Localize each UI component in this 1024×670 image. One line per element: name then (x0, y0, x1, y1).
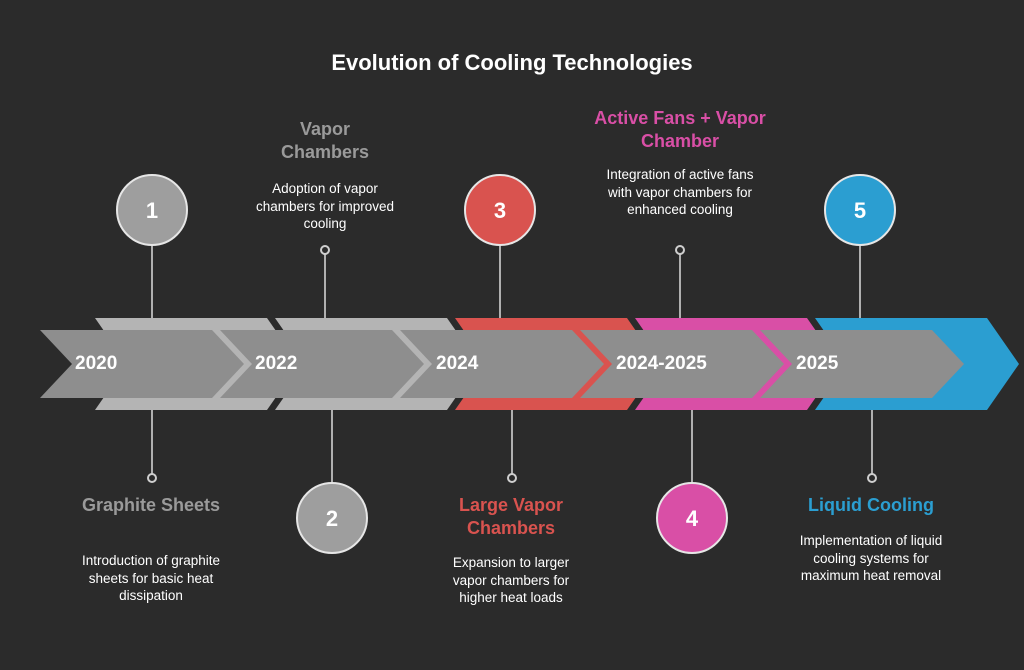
stage-label-4: Active Fans + Vapor Chamber (594, 108, 766, 151)
arrow-segment-1 (40, 330, 244, 398)
year-label-3: 2024 (436, 353, 479, 374)
arrow-segment-2 (220, 330, 424, 398)
arrow-segment-5 (760, 330, 964, 398)
stage-number-1: 1 (146, 198, 158, 223)
year-label-4: 2024-2025 (616, 353, 707, 374)
pointer-dot-1 (147, 473, 157, 483)
stage-circle-3 (464, 174, 536, 246)
stage-description-2: Adoption of vapor chambers for improved … (255, 181, 395, 231)
diagram-title: Evolution of Cooling Technologies (331, 50, 693, 75)
pointer-dot-3 (507, 473, 517, 483)
stage-number-5: 5 (854, 198, 866, 223)
stage-circle-4 (656, 482, 728, 554)
pointer-dot-5 (867, 473, 877, 483)
stage-number-4: 4 (686, 506, 699, 531)
stage-description-4: Integration of active fans with vapor ch… (606, 167, 754, 217)
stage-circle-5 (824, 174, 896, 246)
stage-number-3: 3 (494, 198, 506, 223)
stage-description-5: Implementation of liquid cooling systems… (799, 533, 943, 583)
stage-label-1: Graphite Sheets (81, 495, 221, 515)
year-label-2: 2022 (255, 353, 298, 374)
year-label-1: 2020 (75, 353, 118, 374)
stage-label-2: Vapor Chambers (280, 119, 370, 162)
stage-number-2: 2 (326, 506, 338, 531)
stage-circle-1 (116, 174, 188, 246)
stage-description-1: Introduction of graphite sheets for basi… (81, 553, 221, 603)
stage-description-3: Expansion to larger vapor chambers for h… (452, 555, 570, 605)
arrow-segment-4 (580, 330, 784, 398)
stage-circle-2 (296, 482, 368, 554)
year-label-5: 2025 (796, 353, 839, 374)
pointer-dot-2 (320, 245, 330, 255)
arrow-segment-3 (400, 330, 604, 398)
stage-label-3: Large Vapor Chambers (458, 495, 564, 538)
stage-label-5: Liquid Cooling (808, 495, 934, 515)
pointer-dot-4 (675, 245, 685, 255)
